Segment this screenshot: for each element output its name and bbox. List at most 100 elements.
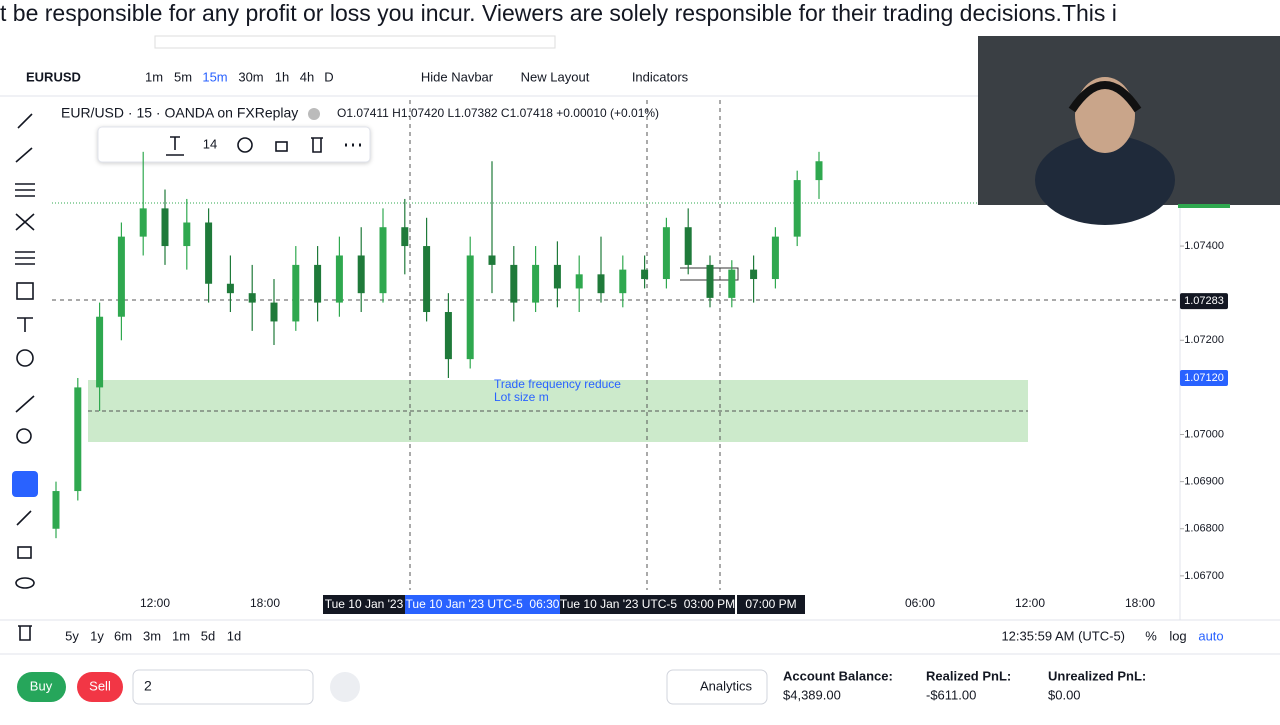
scale-option[interactable]: log bbox=[1169, 628, 1186, 643]
range-button[interactable]: 6m bbox=[114, 628, 132, 643]
annotation-text: Trade frequency reduce bbox=[494, 377, 621, 391]
analytics-label[interactable]: Analytics bbox=[700, 678, 753, 693]
buy-label[interactable]: Buy bbox=[30, 678, 53, 693]
crosshair-label: Tue 10 Jan '23 UTC-5 03:00 PM bbox=[560, 597, 735, 611]
candle-body bbox=[379, 227, 387, 294]
candle-body bbox=[96, 316, 104, 388]
range-button[interactable]: 5d bbox=[201, 628, 215, 643]
drawing-toolbar bbox=[97, 126, 371, 163]
crosshair-label-box bbox=[323, 595, 405, 614]
candle-body bbox=[597, 274, 605, 294]
candle-body bbox=[270, 302, 278, 322]
crosshair-label: 07:00 PM bbox=[745, 597, 796, 611]
price-badge-label: 1.07120 bbox=[1184, 372, 1224, 384]
magnet-tool[interactable] bbox=[12, 471, 38, 497]
sell-button[interactable] bbox=[77, 672, 123, 702]
text-color[interactable] bbox=[166, 136, 184, 156]
analytics-button[interactable] bbox=[666, 669, 768, 705]
interval[interactable]: 4h bbox=[300, 69, 314, 84]
range-button[interactable]: 5y bbox=[65, 628, 79, 643]
price-badge-label: 1.07283 bbox=[1184, 295, 1224, 307]
range-button[interactable]: 1m bbox=[172, 628, 190, 643]
shape-tool[interactable] bbox=[16, 282, 34, 300]
hide-legend[interactable] bbox=[308, 108, 320, 120]
toolbar-button[interactable]: New Layout bbox=[521, 69, 590, 84]
candle-body bbox=[117, 236, 125, 317]
line-tool[interactable] bbox=[15, 147, 33, 163]
y-tick-label: 1.07400 bbox=[1184, 240, 1224, 252]
candle-body bbox=[641, 269, 649, 280]
font-size[interactable]: 14 bbox=[203, 136, 217, 151]
toolbar-button[interactable]: Indicators bbox=[632, 69, 689, 84]
toolbar-button[interactable]: Hide Navbar bbox=[421, 69, 494, 84]
candle-body bbox=[793, 180, 801, 237]
webcam-person bbox=[1035, 135, 1175, 225]
ohlc-legend: O1.07411 H1.07420 L1.07382 C1.07418 +0.0… bbox=[337, 106, 659, 120]
interval[interactable]: 15m bbox=[202, 69, 227, 84]
draw-mode[interactable] bbox=[16, 510, 32, 526]
settings[interactable] bbox=[237, 137, 253, 153]
y-tick-label: 1.06700 bbox=[1184, 570, 1224, 582]
y-tick-label: 1.06900 bbox=[1184, 476, 1224, 488]
candle-body bbox=[771, 236, 779, 280]
lock-tool[interactable] bbox=[17, 546, 32, 559]
x-tick-label: 18:00 bbox=[250, 596, 280, 610]
stat-label: Unrealized PnL: bbox=[1048, 668, 1146, 683]
zoom-tool[interactable] bbox=[16, 428, 32, 444]
quantity-input[interactable] bbox=[132, 669, 314, 705]
scale-option[interactable]: auto bbox=[1198, 628, 1223, 643]
fib-tool[interactable] bbox=[15, 183, 35, 197]
text-tool[interactable] bbox=[17, 317, 33, 332]
trash-tool[interactable] bbox=[18, 625, 32, 641]
interval[interactable]: 1m bbox=[145, 69, 163, 84]
x-tick-label: 18:00 bbox=[1125, 596, 1155, 610]
candle-body bbox=[205, 222, 213, 284]
range-button[interactable]: 1y bbox=[90, 628, 104, 643]
buy-button[interactable] bbox=[17, 672, 66, 702]
left-toolbar bbox=[12, 113, 38, 641]
interval[interactable]: D bbox=[324, 69, 333, 84]
candle-body bbox=[466, 255, 474, 360]
visibility-tool[interactable] bbox=[15, 577, 35, 589]
stat-value: -$611.00 bbox=[926, 687, 976, 702]
crosshair-label-box bbox=[737, 595, 805, 614]
range-button[interactable]: 1d bbox=[227, 628, 241, 643]
interval[interactable]: 30m bbox=[238, 69, 263, 84]
ruler-tool[interactable] bbox=[15, 395, 35, 413]
forecast-tool[interactable] bbox=[15, 251, 35, 265]
interval[interactable]: 1h bbox=[275, 69, 289, 84]
webcam-edge bbox=[1178, 204, 1230, 208]
lock[interactable] bbox=[275, 141, 288, 152]
candle-body bbox=[662, 227, 670, 280]
candle-body bbox=[74, 387, 82, 492]
symbol[interactable]: EURUSD bbox=[26, 69, 81, 84]
range-button[interactable]: 3m bbox=[143, 628, 161, 643]
price-badge bbox=[1180, 293, 1228, 310]
candle-body bbox=[314, 264, 322, 303]
quantity[interactable]: 2 bbox=[144, 678, 152, 694]
sell-label[interactable]: Sell bbox=[89, 678, 111, 693]
pattern-tool[interactable] bbox=[15, 213, 35, 231]
scale-option[interactable]: % bbox=[1145, 628, 1157, 643]
lock-button[interactable] bbox=[330, 672, 360, 702]
emoji-tool[interactable] bbox=[16, 349, 34, 367]
candle-body bbox=[52, 491, 60, 529]
candle-body bbox=[553, 264, 561, 289]
x-tick-label: 12:00 bbox=[1015, 596, 1045, 610]
candle-body bbox=[183, 222, 191, 247]
candle-body bbox=[423, 246, 431, 313]
candle-body bbox=[226, 283, 234, 294]
banner: t be responsible for any profit or loss … bbox=[0, 0, 1117, 26]
candle-body bbox=[444, 312, 452, 360]
x-tick-label: 12:00 bbox=[140, 596, 170, 610]
cursor-tool[interactable] bbox=[17, 113, 33, 129]
search-field[interactable] bbox=[154, 35, 556, 49]
stat-value: $0.00 bbox=[1048, 687, 1081, 702]
candle-body bbox=[750, 269, 758, 280]
y-tick-label: 1.07200 bbox=[1184, 334, 1224, 346]
interval[interactable]: 5m bbox=[174, 69, 192, 84]
delete[interactable] bbox=[311, 137, 323, 153]
candle-body bbox=[357, 255, 365, 294]
